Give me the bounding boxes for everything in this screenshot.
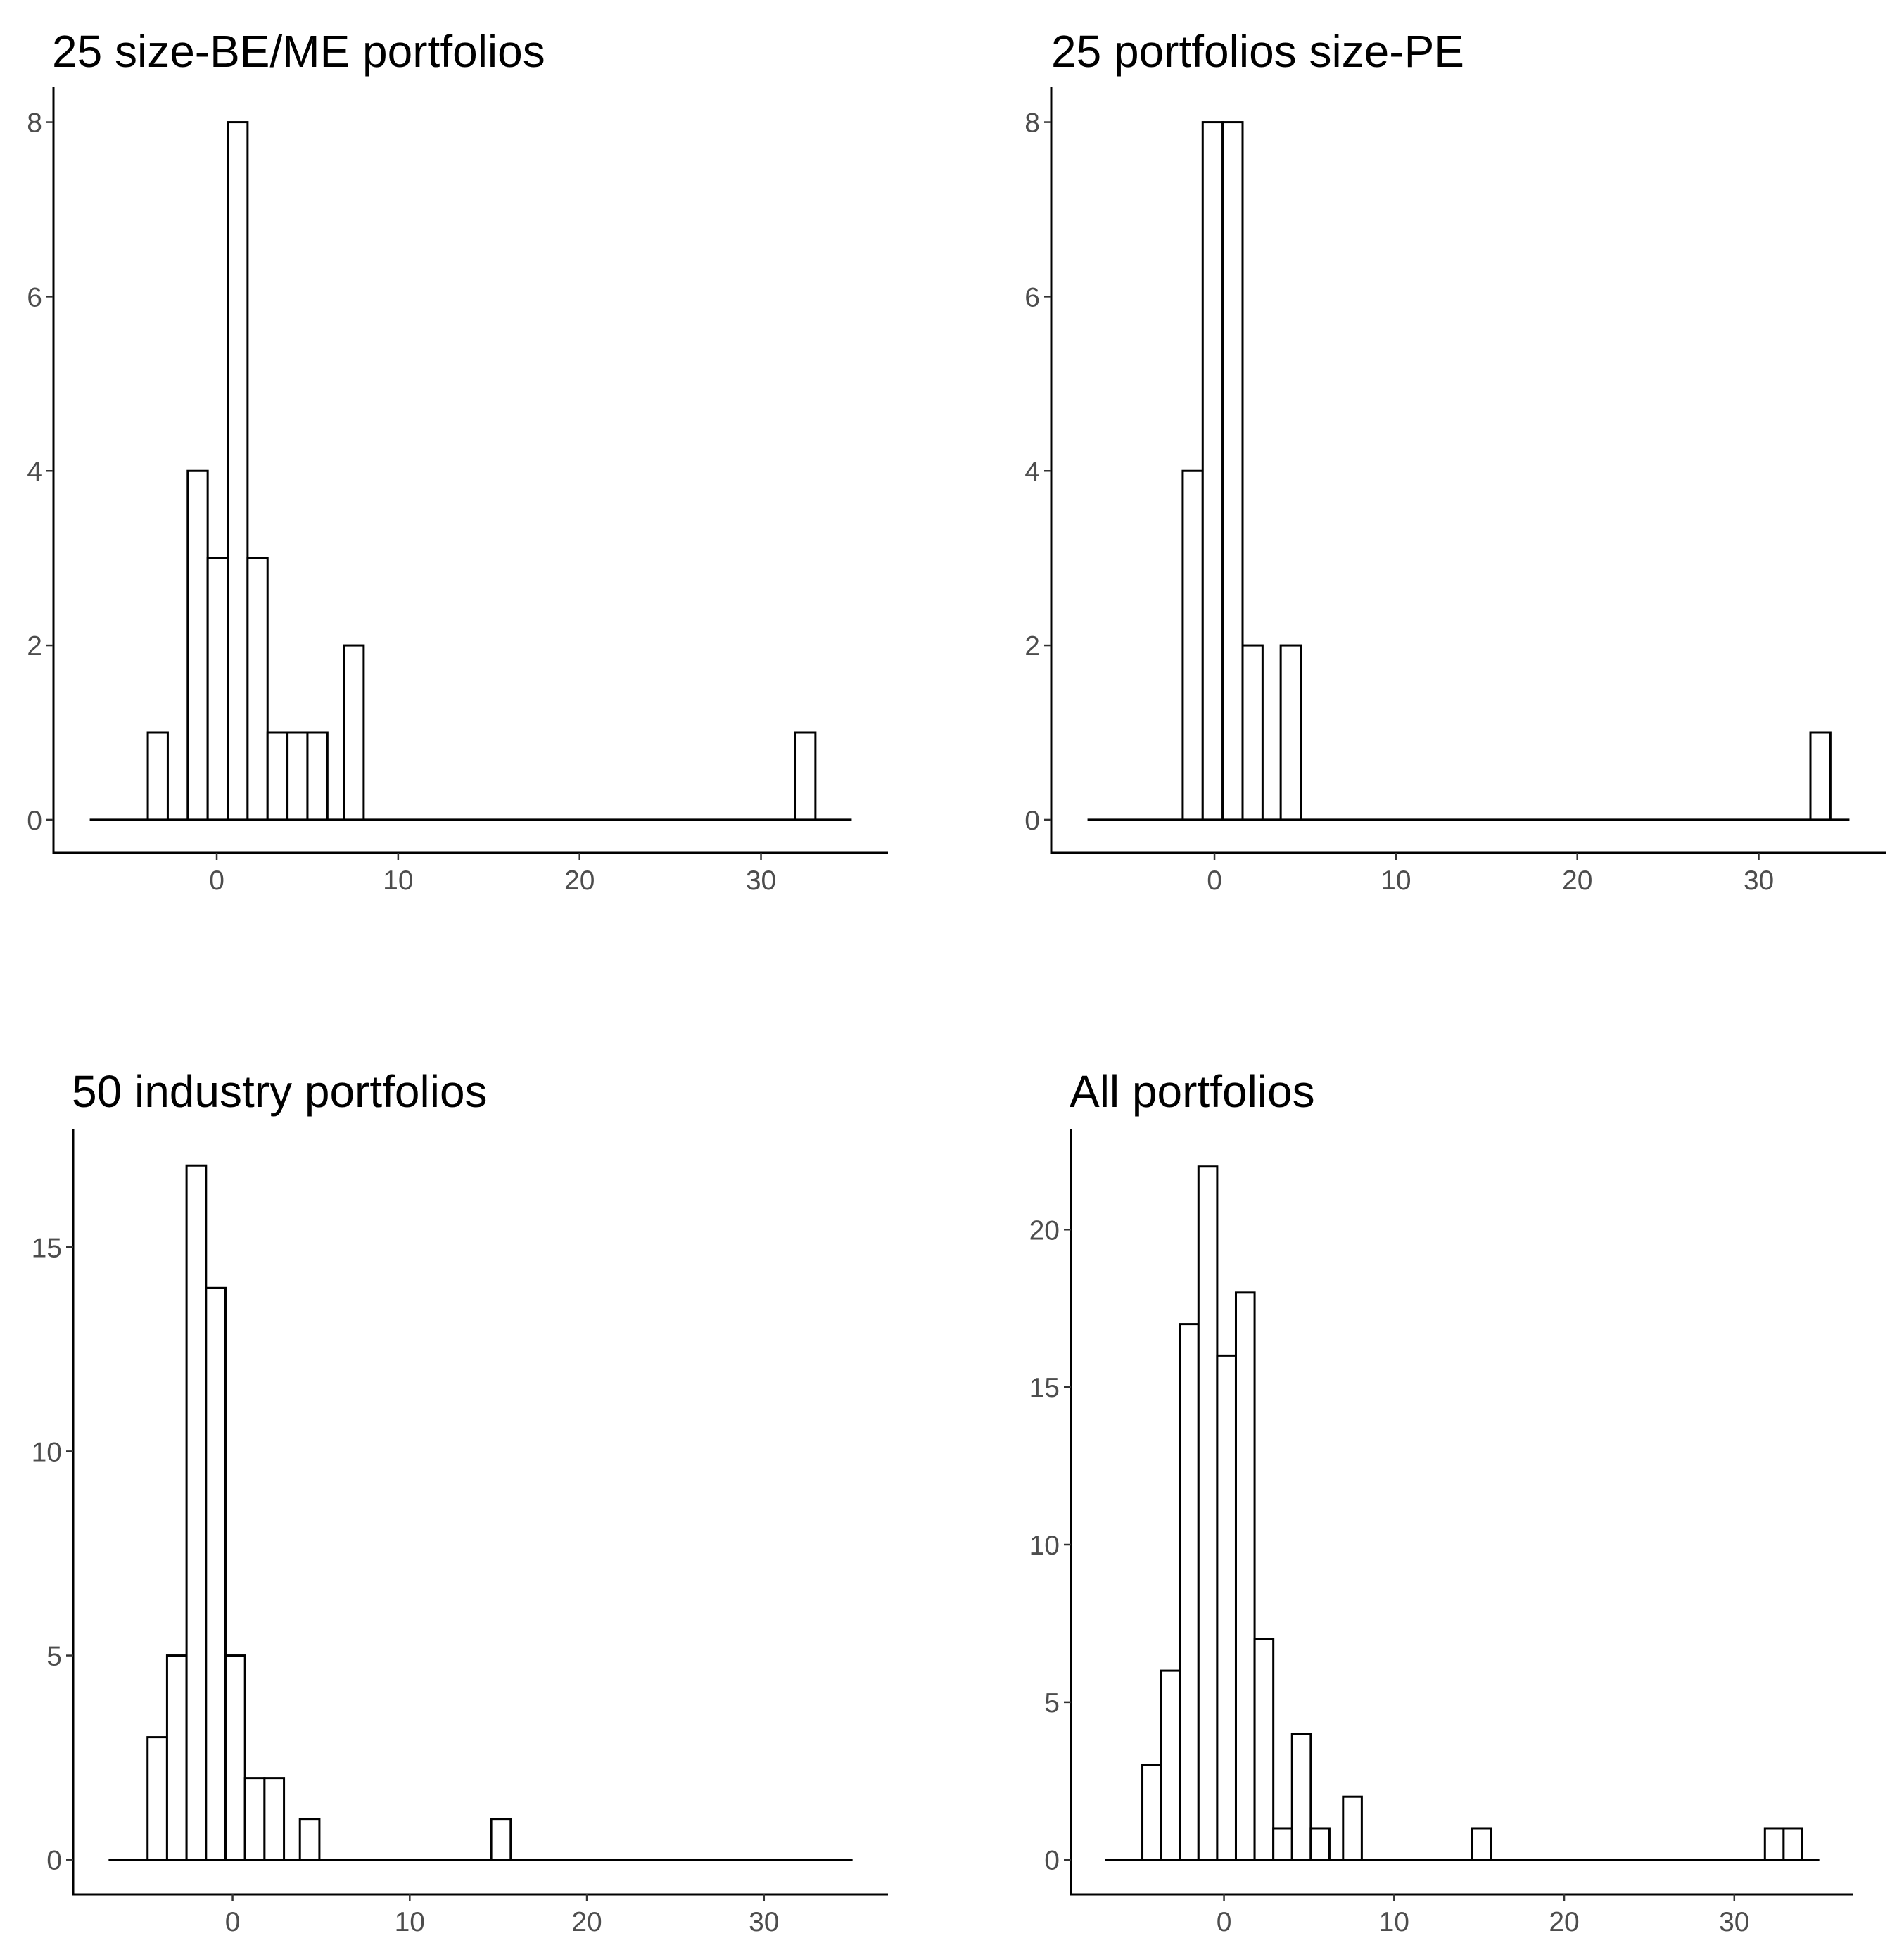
y-tick-label: 2 [1024,631,1040,661]
y-tick-label: 10 [32,1437,62,1467]
y-tick-label: 4 [1024,457,1040,487]
axis-lines [52,87,888,854]
histogram-bar [1141,1764,1162,1861]
y-tick-label: 0 [1024,806,1040,836]
histogram-bar [794,731,817,821]
x-tick-label: 0 [225,1907,241,1937]
panel-2: 25 portfolios size-PE 0 2 4 6 8 0 10 20 30 [1024,26,1886,896]
axis-lines [1050,87,1886,854]
x-tick-label: 20 [564,866,595,896]
histogram-bar [1272,1827,1293,1861]
x-tick-label: 10 [1379,1907,1409,1937]
y-tick-label: 4 [27,457,42,487]
axis-lines [1070,1129,1853,1896]
x-tick-label: 30 [746,866,776,896]
histogram-bar [246,557,269,821]
histogram-bar [1160,1669,1181,1861]
x-tick-label: 20 [1562,866,1592,896]
histogram-bar [1179,1323,1200,1861]
x-tick-label: 30 [749,1907,779,1937]
histogram-bar [146,731,169,821]
histogram-bar [224,1654,246,1861]
x-tick-label: 0 [1207,866,1222,896]
histogram-bar [1216,1354,1237,1861]
histogram-bar [205,1286,227,1861]
y-tick-label: 0 [1044,1846,1060,1876]
histogram-bar [227,121,249,821]
histogram-bar [1197,1165,1219,1861]
x-tick-label: 0 [209,866,224,896]
histogram-bar [206,557,229,821]
y-tick-label: 20 [1029,1215,1060,1246]
histogram-bar [263,1777,286,1861]
x-tick-label: 10 [383,866,413,896]
histogram-bar [1342,1795,1363,1861]
histogram-bar [1201,121,1224,821]
histogram-bar [1782,1827,1803,1861]
panel-1: 25 size-BE/ME portfolios 0 2 4 6 8 0 10 20 30 [27,26,888,896]
chart-title: 50 industry portfolios [72,1066,488,1117]
histogram-bar [490,1818,512,1861]
histogram-bar [306,731,329,821]
axis-lines [72,1129,888,1896]
histogram-bar [1471,1827,1492,1861]
histogram-bar [1253,1638,1275,1861]
x-tick-label: 10 [395,1907,425,1937]
histogram-bar [1181,469,1204,821]
histogram-bar [1290,1733,1312,1861]
histogram-bar [266,731,289,821]
chart-title: All portfolios [1070,1066,1315,1117]
histogram-bar [243,1777,266,1861]
histogram-bar [165,1654,188,1861]
y-tick-label: 15 [32,1233,62,1263]
histogram-bar [186,469,209,821]
histogram-bar [1309,1827,1331,1861]
x-tick-label: 20 [1549,1907,1579,1937]
y-tick-label: 5 [46,1642,62,1672]
histogram-bar [1221,121,1244,821]
x-tick-label: 30 [1719,1907,1749,1937]
histogram-bar [286,731,309,821]
histogram-bar [146,1736,168,1861]
histogram-bar [343,644,365,821]
y-tick-label: 10 [1029,1531,1060,1561]
x-tick-label: 20 [571,1907,602,1937]
panel-4: All portfolios 0 5 10 15 20 0 10 20 30 [1029,1066,1853,1937]
y-tick-label: 6 [27,282,42,312]
histogram-bar [1279,644,1302,821]
histogram-bar [1234,1291,1256,1861]
y-tick-label: 8 [1024,108,1040,139]
y-tick-label: 2 [27,631,42,661]
y-tick-label: 15 [1029,1373,1060,1403]
chart-title: 25 portfolios size-PE [1051,26,1464,77]
panel-3: 50 industry portfolios 0 5 10 15 0 10 20 30 [32,1066,888,1937]
x-tick-label: 0 [1217,1907,1232,1937]
y-tick-label: 5 [1044,1688,1060,1718]
y-tick-label: 6 [1024,282,1040,312]
x-tick-label: 30 [1744,866,1774,896]
y-tick-label: 8 [27,108,42,139]
y-tick-label: 0 [46,1846,62,1876]
x-tick-label: 10 [1381,866,1411,896]
histogram-bar [298,1818,321,1861]
chart-title: 25 size-BE/ME portfolios [52,26,545,77]
histogram-bar [1763,1827,1785,1861]
histogram-bar [185,1164,208,1861]
histogram-bar [1809,731,1832,821]
histogram-bar [1241,644,1264,821]
y-tick-label: 0 [27,806,42,836]
